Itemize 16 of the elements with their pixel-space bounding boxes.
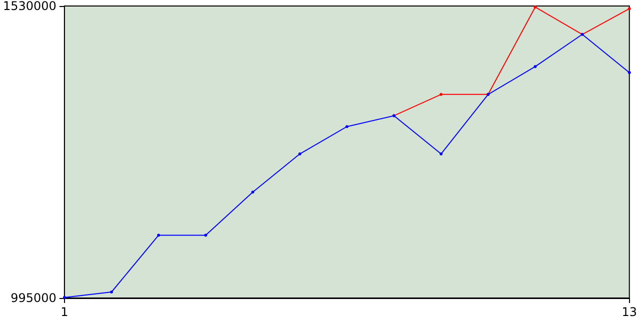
point (298, 152, 302, 156)
line-series (392, 6, 631, 118)
point (534, 6, 537, 9)
point (62, 296, 66, 299)
point (204, 234, 208, 237)
x-tick-label: 13 (622, 305, 638, 319)
point (534, 65, 537, 68)
x-tick-label: 1 (60, 305, 68, 319)
point (440, 152, 443, 156)
y-tick-label: 1530000 (2, 0, 56, 13)
point (440, 92, 443, 96)
y-tick-label: 995000 (10, 291, 56, 305)
point (251, 190, 254, 194)
point (157, 234, 160, 237)
point (628, 71, 631, 74)
point (345, 125, 348, 128)
